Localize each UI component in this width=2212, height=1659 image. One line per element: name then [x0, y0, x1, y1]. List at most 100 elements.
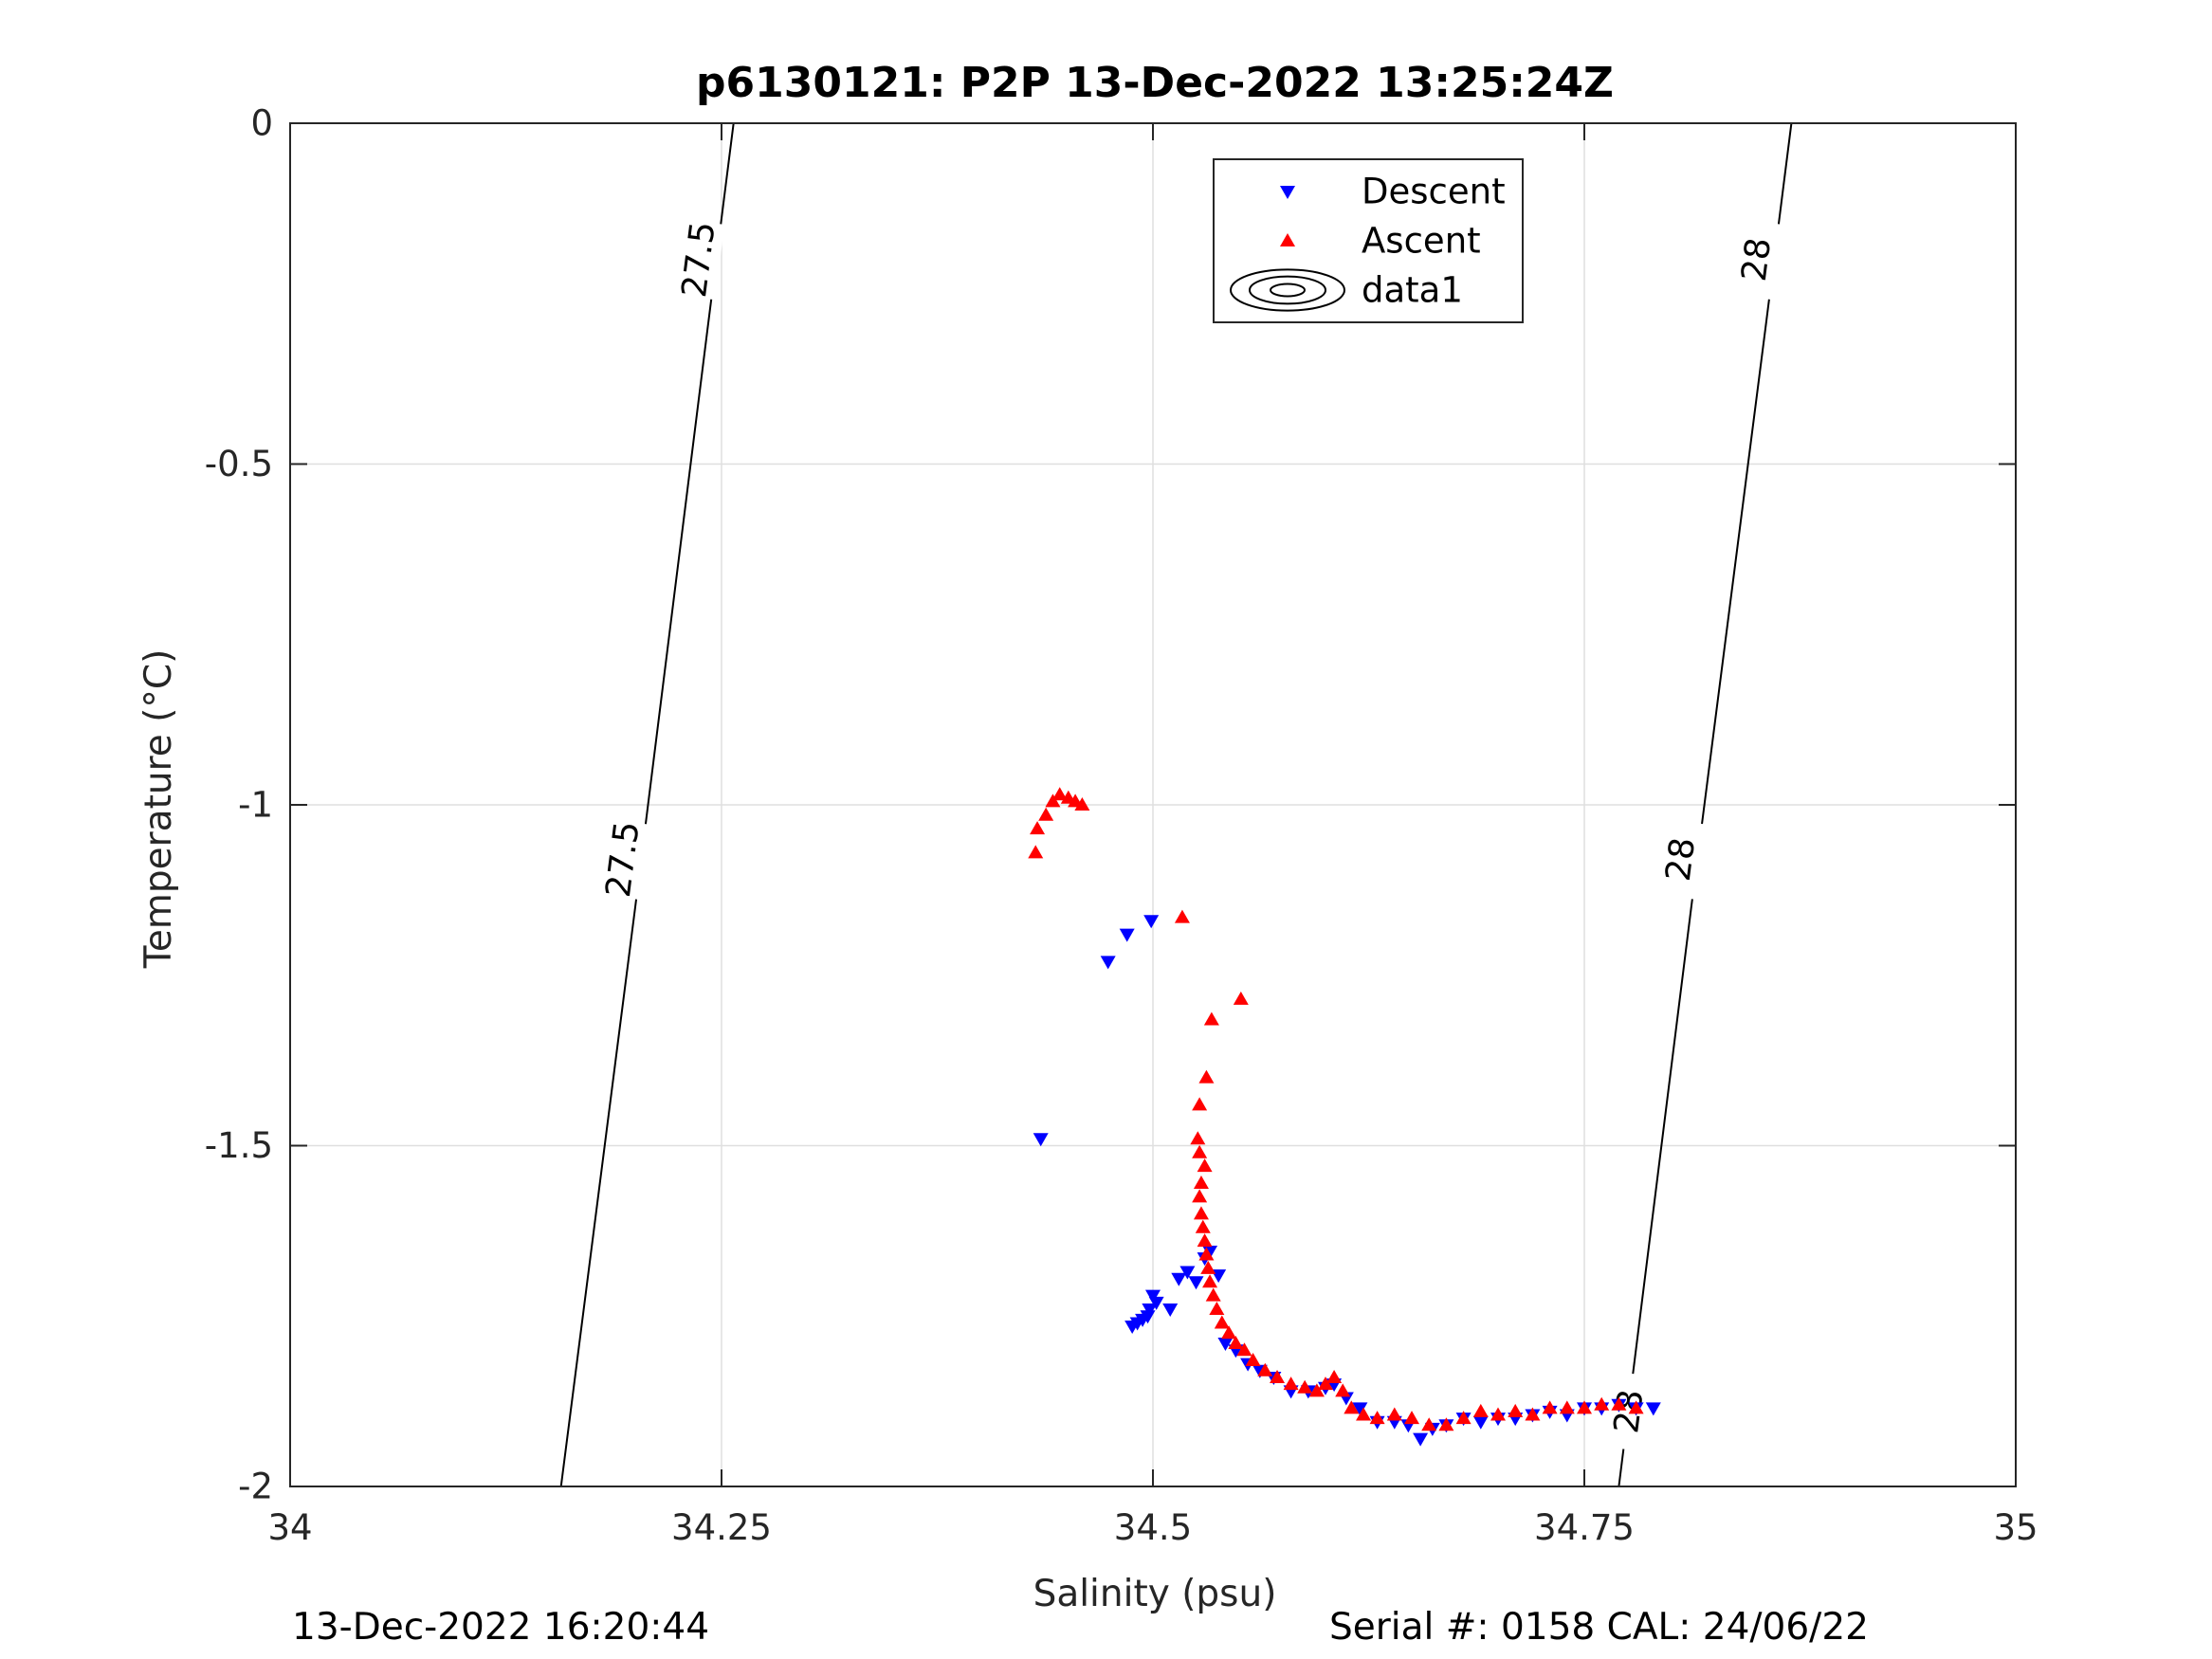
descent-point [1217, 1338, 1234, 1352]
ascent-point [1192, 1144, 1208, 1158]
contour-label: 28 [1659, 835, 1703, 884]
ascent-point [1228, 1336, 1244, 1350]
chart-title: p6130121: P2P 13-Dec-2022 13:25:24Z [696, 59, 1614, 107]
ascent-point [1356, 1407, 1372, 1421]
descent-point [1171, 1272, 1187, 1286]
ascent-point [1318, 1376, 1333, 1391]
y-tick-label: 0 [250, 103, 273, 144]
y-tick-label: -2 [238, 1467, 273, 1507]
footer-serial: Serial #: 0158 CAL: 24/06/22 [1329, 1606, 1869, 1649]
descent-point [1162, 1304, 1179, 1318]
contour-label: 28 [1607, 1388, 1651, 1436]
ascent-point [1421, 1417, 1437, 1431]
y-tick-label: -1 [238, 785, 273, 826]
contour-label-gap [1655, 819, 1707, 900]
contour-label-gap [597, 819, 649, 900]
legend-contour-icon [1270, 283, 1306, 298]
data-points [1028, 787, 1661, 1447]
ascent-point [1326, 1369, 1343, 1383]
ascent-point [1594, 1396, 1610, 1411]
descent-point [1472, 1415, 1489, 1430]
ascent-point [1174, 909, 1190, 923]
contour-label-gap [1603, 1371, 1655, 1452]
legend-label: Ascent [1362, 221, 1481, 262]
descent-point [1413, 1432, 1429, 1447]
descent-point [1143, 915, 1160, 929]
ascent-point [1577, 1400, 1592, 1414]
descent-point [1188, 1276, 1204, 1290]
ascent-point [1297, 1379, 1313, 1394]
x-tick-label: 34.5 [1114, 1507, 1192, 1548]
ascent-point [1198, 1247, 1215, 1261]
ascent-point [1074, 797, 1090, 811]
ascent-point [1559, 1400, 1575, 1414]
ascent-point [1192, 1097, 1208, 1111]
contour-label-gap [673, 219, 725, 301]
descent-point [1179, 1266, 1196, 1280]
legend: Descent Ascent data1 [1213, 158, 1524, 323]
ascent-point [1308, 1383, 1325, 1397]
ascent-point [1221, 1325, 1237, 1340]
descent-point [1142, 1304, 1158, 1318]
descent-point [1119, 928, 1135, 942]
ascent-point [1257, 1362, 1273, 1376]
ascent-point [1455, 1411, 1472, 1425]
ascent-point [1200, 1260, 1216, 1274]
ascent-point [1030, 821, 1046, 835]
contour-label-gap [1731, 219, 1782, 301]
ascent-point [1369, 1411, 1385, 1425]
legend-box [1213, 158, 1524, 323]
legend-descent-icon [1280, 186, 1295, 199]
ascent-point [1472, 1403, 1489, 1417]
y-axis-label: Temperature (°C) [137, 649, 180, 970]
ascent-point [1236, 1342, 1252, 1357]
ascent-point [1628, 1400, 1644, 1414]
ascent-point [1214, 1315, 1230, 1329]
ascent-point [1198, 1069, 1215, 1084]
x-tick-label: 34.75 [1534, 1507, 1635, 1548]
descent-point [1145, 1289, 1161, 1304]
legend-contour-icon [1230, 268, 1345, 312]
descent-point [1100, 956, 1116, 970]
ascent-point [1245, 1352, 1261, 1366]
x-tick-label: 35 [1993, 1507, 2038, 1548]
ascent-point [1192, 1189, 1208, 1203]
ascent-point [1344, 1400, 1360, 1414]
ascent-point [1051, 787, 1068, 801]
ascent-point [1193, 1206, 1209, 1220]
ascent-point [1193, 1176, 1209, 1190]
contour-label: 27.5 [675, 219, 723, 300]
legend-label: data1 [1362, 270, 1463, 311]
ascent-point [1525, 1407, 1541, 1421]
descent-point [1033, 1133, 1049, 1147]
y-tick-label: -0.5 [205, 444, 273, 484]
x-axis-label: Salinity (psu) [1033, 1573, 1277, 1615]
legend-ascent-icon [1280, 233, 1295, 246]
ascent-point [1404, 1411, 1419, 1425]
axes: 34 34.25 34.5 34.75 35 -2 -1.5 -1 -0.5 0 [205, 103, 2038, 1549]
descent-point [1645, 1402, 1661, 1416]
ascent-point [1611, 1396, 1627, 1411]
ascent-point [1190, 1131, 1206, 1145]
ascent-point [1197, 1233, 1213, 1248]
ascent-point [1203, 1012, 1219, 1026]
legend-contour-icon [1249, 275, 1326, 305]
y-tick-label: -1.5 [205, 1125, 273, 1166]
ascent-point [1202, 1274, 1218, 1288]
descent-point [1148, 1296, 1164, 1310]
ascent-point [1438, 1417, 1454, 1431]
ascent-point [1335, 1383, 1351, 1397]
contour-label: 28 [1735, 236, 1779, 284]
ascent-point [1233, 991, 1249, 1005]
x-tick-label: 34.25 [671, 1507, 772, 1548]
density-contours: 27.5 27.5 28 28 28 [559, 122, 1793, 1487]
ascent-point [1386, 1407, 1402, 1421]
ascent-point [1270, 1369, 1286, 1383]
descent-point [1352, 1402, 1368, 1416]
ascent-point [1205, 1287, 1221, 1302]
footer-timestamp: 13-Dec-2022 16:20:44 [292, 1606, 710, 1649]
legend-label: Descent [1362, 172, 1506, 212]
descent-point [1140, 1310, 1156, 1324]
ascent-point [1038, 807, 1054, 821]
